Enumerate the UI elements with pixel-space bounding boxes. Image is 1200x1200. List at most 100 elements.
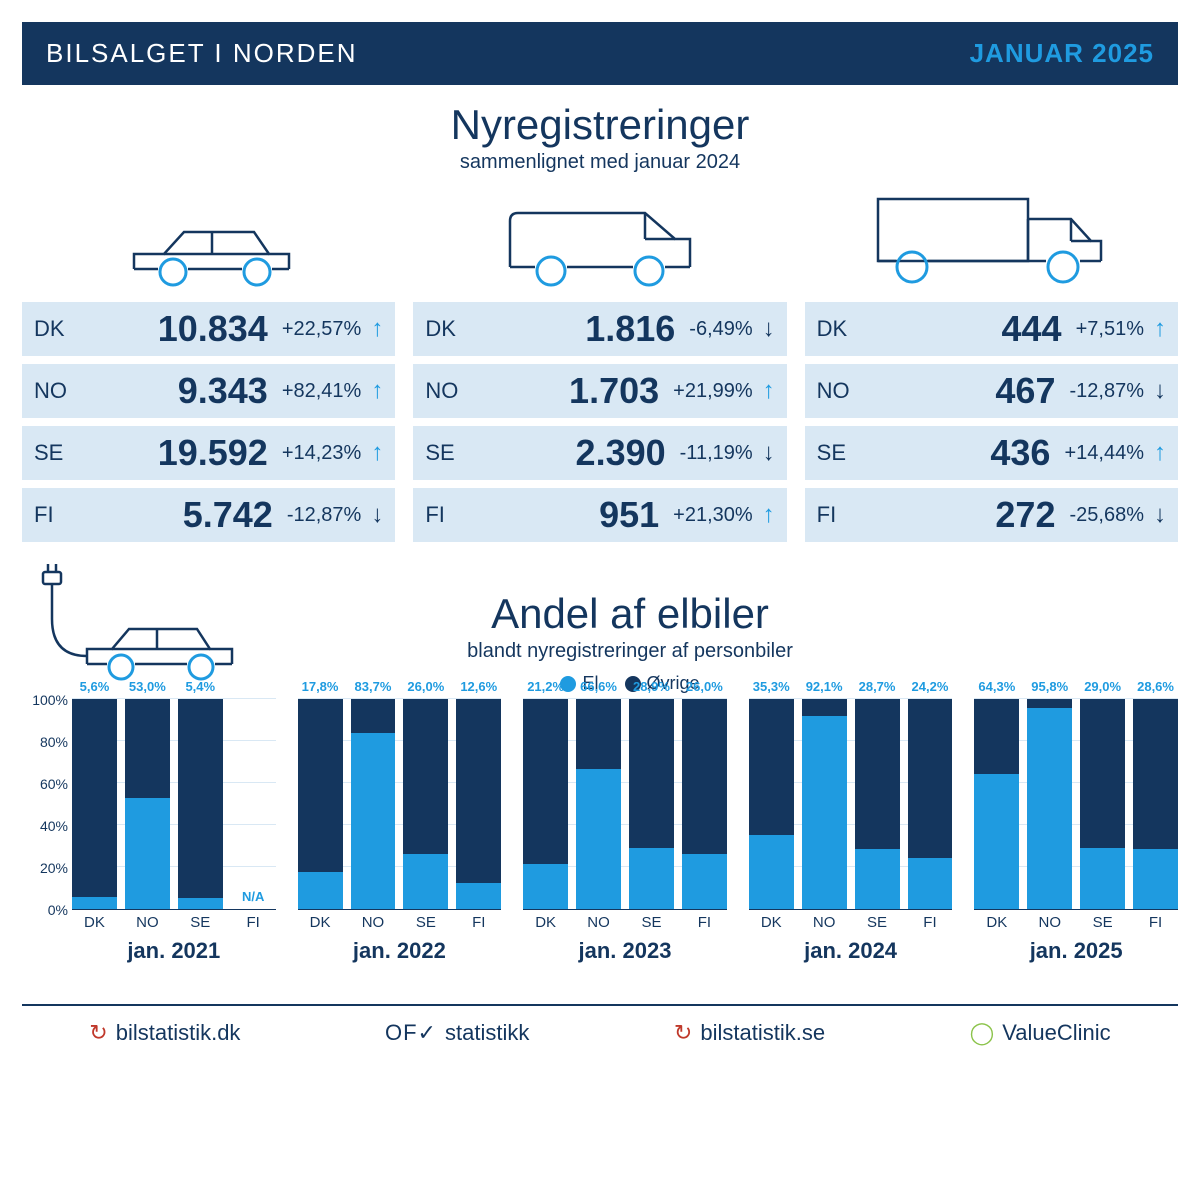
chart-bars: 64,3%DK95,8%NO29,0%SE28,6%FI [974,700,1178,910]
bar-x-label: FI [231,914,276,931]
bar-x-label: SE [1080,914,1125,931]
chart-bar: 5,6%DK [72,699,117,909]
ofv-logo: OF✓ [385,1020,437,1046]
bar-segment-el [908,858,953,909]
bar-segment-el [749,835,794,909]
footer-brand: ↻ bilstatistik.dk [89,1020,240,1046]
chart-group-label: jan. 2024 [749,938,953,964]
chart-bar: 28,7%SE [855,699,900,909]
bar-pct-label: 24,2% [912,679,949,694]
bar-segment-other [908,699,953,858]
chart-bar: 83,7%NO [351,699,396,909]
chart-bar: 12,6%FI [456,699,501,909]
bar-pct-label: 92,1% [806,679,843,694]
stat-pct: -6,49% [689,318,752,341]
chart-year-group: 17,8%DK83,7%NO26,0%SE12,6%FIjan. 2022 [298,700,502,964]
country-code: NO [817,378,859,404]
bar-segment-other [456,699,501,883]
chart-group-label: jan. 2025 [974,938,1178,964]
brand-glyph-icon: ◯ [970,1020,995,1046]
stat-row: FI951+21,30%↑ [413,488,786,542]
bar-pct-label: 28,6% [1137,679,1174,694]
brand-name: ValueClinic [1002,1020,1110,1046]
bar-segment-other [629,699,674,848]
bar-segment-el [1027,708,1072,909]
chart-year-group: 35,3%DK92,1%NO28,7%SE24,2%FI jan. 2024 [749,700,953,964]
stat-pct: -11,19% [680,442,753,465]
bar-segment-el [351,733,396,909]
bar-pct-label: 5,6% [80,679,110,694]
country-code: FI [817,502,859,528]
ev-section: Andel af elbiler blandt nyregistreringer… [22,554,1178,964]
bar-x-label: SE [629,914,674,931]
chart-bar: 21,2%DK [523,699,568,909]
stat-pct: +14,23% [282,442,362,465]
bar-segment-other [682,699,727,854]
bar-segment-other [576,699,621,769]
ev-car-icon [27,564,257,694]
car-icon-slot [22,184,395,294]
stat-pct: -12,87% [1069,380,1144,403]
brand-name: bilstatistik.dk [116,1020,241,1046]
chart-bars: 35,3%DK92,1%NO28,7%SE24,2%FI [749,700,953,910]
stat-value: 5.742 [86,494,277,536]
chart-bar: 5,4%SE [178,699,223,909]
y-tick: 20% [40,860,68,876]
bar-segment-other [178,699,223,898]
bar-segment-el [125,798,170,909]
brand-glyph-icon: ↻ [89,1020,107,1046]
arrow-up-icon: ↑ [371,315,383,343]
bar-segment-el [1080,848,1125,909]
stat-row: DK10.834+22,57%↑ [22,302,395,356]
bar-segment-other [802,699,847,716]
bar-segment-el [72,897,117,909]
stat-row: NO467-12,87%↓ [805,364,1178,418]
bar-pct-label: 64,3% [978,679,1015,694]
stat-pct: -12,87% [287,504,362,527]
bar-x-label: SE [855,914,900,931]
chart-bar: 26,0%SE [403,699,448,909]
bar-pct-label: 26,0% [686,679,723,694]
chart-bar: 29,0%SE [1080,699,1125,909]
registrations-subtitle: sammenlignet med januar 2024 [22,151,1178,174]
footer-brand: OF✓ statistikk [385,1020,529,1046]
bar-x-label: NO [351,914,396,931]
bar-segment-el [456,883,501,909]
bar-pct-label: N/A [242,889,264,904]
brand-name: statistikk [445,1020,529,1046]
chart-bar: 53,0%NO [125,699,170,909]
brand-glyph-icon: ↻ [674,1020,692,1046]
bar-segment-el [974,774,1019,909]
bar-x-label: NO [802,914,847,931]
stat-row: NO9.343+82,41%↑ [22,364,395,418]
chart-bar: 92,1%NO [802,699,847,909]
stat-row: FI272-25,68%↓ [805,488,1178,542]
brand-name: bilstatistik.se [700,1020,825,1046]
arrow-down-icon: ↓ [763,315,775,343]
bar-pct-label: 21,2% [527,679,564,694]
stat-value: 436 [869,432,1055,474]
arrow-down-icon: ↓ [1154,501,1166,529]
bar-segment-el [802,716,847,909]
y-tick: 80% [40,734,68,750]
stat-value: 467 [869,370,1060,412]
banner-title: BILSALGET I NORDEN [46,38,358,69]
stat-pct: +21,30% [673,504,753,527]
bar-segment-el [298,872,343,909]
chart-bar: 66,6%NO [576,699,621,909]
banner-date: JANUAR 2025 [970,38,1154,69]
arrow-up-icon: ↑ [371,439,383,467]
stat-value: 10.834 [86,308,272,350]
chart-bar: 24,2%FI [908,699,953,909]
chart-year-group: 5,6%DK53,0%NO5,4%SEN/AFIjan. 2021 [72,700,276,964]
bar-segment-el [576,769,621,909]
bar-pct-label: 66,6% [580,679,617,694]
chart-group-label: jan. 2022 [298,938,502,964]
country-code: SE [817,440,859,466]
arrow-up-icon: ↑ [1154,315,1166,343]
chart-bars: 5,6%DK53,0%NO5,4%SEN/AFI [72,700,276,910]
stat-pct: +21,99% [673,380,753,403]
chart-bar: 95,8%NO [1027,699,1072,909]
country-code: NO [425,378,467,404]
bar-segment-el [682,854,727,909]
